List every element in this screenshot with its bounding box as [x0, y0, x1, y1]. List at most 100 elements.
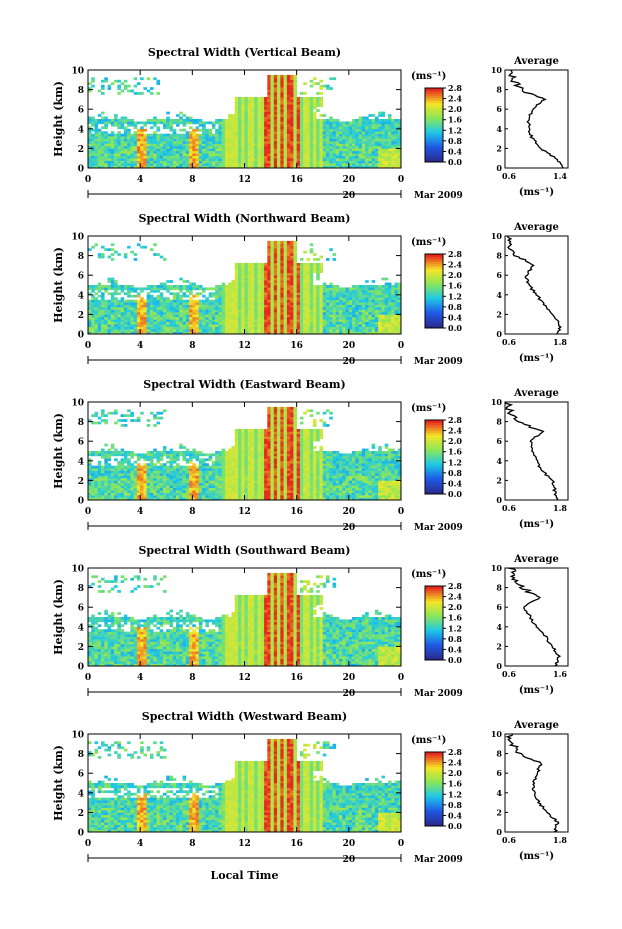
- heatmap-cell: [394, 309, 399, 313]
- heatmap-cell: [234, 96, 239, 100]
- heatmap-cell: [88, 465, 92, 469]
- heatmap-cell: [127, 121, 131, 125]
- heatmap-cell: [365, 294, 369, 298]
- heatmap-cell: [110, 165, 115, 169]
- heatmap-cell: [182, 123, 187, 127]
- heatmap-cell: [306, 304, 311, 308]
- heatmap-cell: [371, 285, 376, 288]
- heatmap-cell: [394, 299, 399, 303]
- heatmap-cell: [365, 128, 369, 132]
- heatmap-cell: [329, 311, 333, 315]
- heatmap-cell: [365, 314, 369, 318]
- heatmap-cell: [254, 155, 258, 159]
- heatmap-cell: [277, 294, 281, 298]
- heatmap-cell: [208, 131, 213, 134]
- heatmap-cell: [133, 299, 138, 303]
- heatmap-cell: [384, 307, 389, 310]
- heatmap-cell: [192, 321, 196, 325]
- heatmap-cell: [257, 160, 262, 164]
- heatmap-cell: [283, 155, 288, 159]
- heatmap-cell: [241, 287, 245, 291]
- heatmap-cell: [368, 311, 372, 315]
- heatmap-cell: [110, 158, 115, 161]
- heatmap-cell: [202, 148, 206, 152]
- heatmap-cell: [231, 136, 236, 139]
- heatmap-cell: [332, 329, 337, 332]
- heatmap-cell: [319, 255, 324, 259]
- heatmap-cell: [88, 475, 92, 479]
- heatmap-cell: [237, 331, 242, 335]
- heatmap-cell: [221, 331, 226, 335]
- heatmap-cell: [101, 287, 105, 291]
- heatmap-cell: [345, 145, 350, 149]
- heatmap-cell: [195, 321, 200, 325]
- heatmap-cell: [391, 314, 395, 318]
- heatmap-cell: [202, 121, 206, 125]
- heatmap-cell: [166, 160, 170, 164]
- heatmap-cell: [114, 143, 118, 147]
- heatmap-cell: [221, 285, 226, 288]
- heatmap-cell: [384, 285, 389, 288]
- heatmap-cell: [361, 302, 366, 305]
- heatmap-cell: [251, 143, 255, 147]
- heatmap-cell: [130, 316, 134, 320]
- heatmap-cell: [358, 119, 363, 122]
- heatmap-cell: [241, 109, 245, 112]
- heatmap-cell: [228, 160, 232, 164]
- heatmap-cell: [104, 77, 108, 81]
- heatmap-cell: [309, 299, 314, 303]
- heatmap-cell: [293, 119, 297, 122]
- y-tick-label: 10: [71, 233, 84, 243]
- colorbar-tick-label: 0.4: [448, 312, 462, 322]
- heatmap-cell: [339, 160, 343, 164]
- heatmap-cell: [140, 158, 144, 161]
- heatmap-cell: [345, 316, 350, 320]
- heatmap-cell: [110, 141, 115, 144]
- heatmap-cell: [211, 136, 216, 139]
- heatmap-cell: [329, 121, 333, 125]
- profile-y-tick-label: 4: [496, 290, 502, 300]
- heatmap-cell: [192, 153, 196, 157]
- heatmap-cell: [166, 133, 170, 137]
- heatmap-cell: [267, 92, 271, 95]
- heatmap-cell: [244, 324, 249, 327]
- heatmap-cell: [273, 138, 278, 142]
- heatmap-cell: [88, 307, 92, 310]
- heatmap-cell: [371, 329, 376, 332]
- heatmap-cell: [290, 267, 294, 271]
- heatmap-cell: [293, 158, 297, 161]
- heatmap-cell: [140, 324, 144, 327]
- heatmap-cell: [251, 329, 255, 332]
- heatmap-cell: [319, 314, 324, 318]
- heatmap-cell: [273, 331, 278, 335]
- heatmap-cell: [342, 319, 346, 323]
- heatmap-cell: [394, 287, 399, 291]
- heatmap-cell: [120, 302, 125, 305]
- heatmap-cell: [172, 141, 177, 144]
- heatmap-cell: [97, 141, 102, 144]
- heatmap-cell: [397, 285, 402, 288]
- heatmap-cell: [322, 285, 327, 288]
- heatmap-cell: [91, 77, 95, 81]
- heatmap-cell: [91, 331, 95, 335]
- heatmap-cell: [397, 141, 402, 144]
- heatmap-cell: [257, 148, 262, 152]
- heatmap-cell: [355, 128, 359, 132]
- heatmap-cell: [136, 145, 141, 149]
- heatmap-cell: [306, 136, 311, 139]
- heatmap-cell: [326, 87, 330, 90]
- heatmap-cell: [257, 304, 262, 308]
- heatmap-cell: [273, 267, 278, 271]
- heatmap-cell: [91, 294, 95, 298]
- heatmap-cell: [309, 250, 314, 254]
- heatmap-cell: [123, 470, 128, 474]
- heatmap-cell: [117, 299, 121, 303]
- heatmap-cell: [176, 299, 180, 303]
- heatmap-cell: [303, 287, 307, 291]
- heatmap-cell: [384, 309, 389, 313]
- heatmap-cell: [316, 329, 320, 332]
- heatmap-cell: [198, 299, 203, 303]
- heatmap-cell: [332, 321, 337, 325]
- heatmap-cell: [251, 287, 255, 291]
- heatmap-cell: [326, 155, 330, 159]
